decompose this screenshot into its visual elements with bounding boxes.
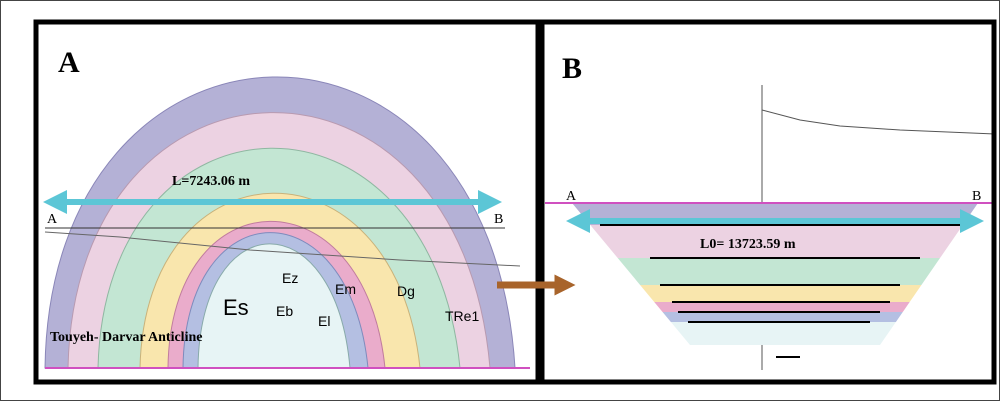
section-start: A xyxy=(47,212,58,227)
topography xyxy=(761,109,996,135)
unit-label: El xyxy=(318,313,330,329)
panel-b: B L0= 13723.59 m A B xyxy=(539,19,997,385)
length-label: L=7243.06 m xyxy=(172,174,250,189)
unit-label: Eb xyxy=(276,303,293,319)
section-end: B xyxy=(972,189,981,204)
length-label: L0= 13723.59 m xyxy=(700,237,796,252)
unit-label: Es xyxy=(223,295,249,320)
unit-label: TRe1 xyxy=(445,308,479,324)
unit-label: Em xyxy=(335,281,356,297)
panel-a: A L=7243.06 m A B Es Eb El Ez Em Dg TRe1… xyxy=(33,19,541,385)
unit-label: Dg xyxy=(397,283,415,299)
panel-label: B xyxy=(562,52,582,85)
section-start: A xyxy=(566,189,577,204)
caption: Touyeh- Darvar Anticline xyxy=(50,330,202,345)
layer-es xyxy=(197,243,351,369)
panel-border xyxy=(539,19,997,385)
panel-label: A xyxy=(58,46,80,79)
panel-border xyxy=(33,19,541,385)
topography xyxy=(44,231,521,267)
section-end: B xyxy=(494,212,503,227)
unit-label: Ez xyxy=(282,270,298,286)
